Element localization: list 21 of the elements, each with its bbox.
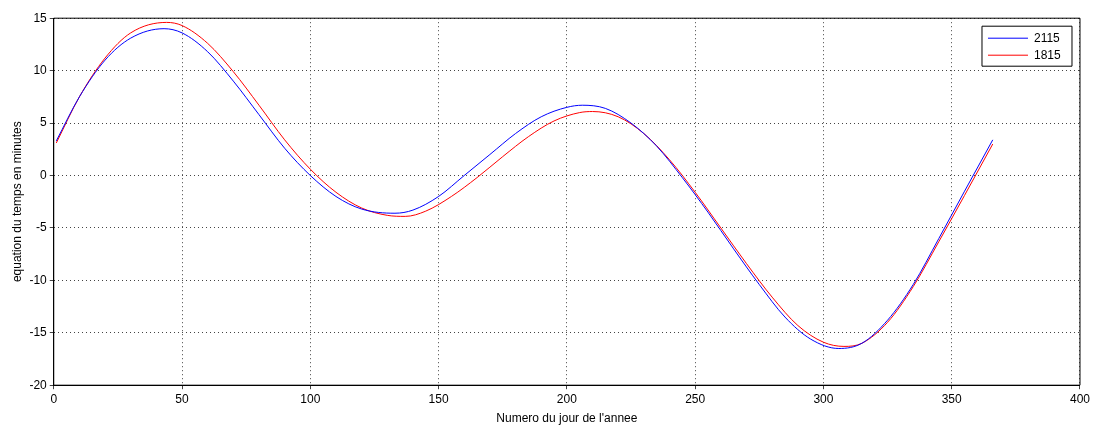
y-tick-label: 15 (33, 10, 48, 25)
y-tick-label: -5 (36, 220, 48, 235)
x-tick-label: 0 (50, 391, 58, 406)
x-tick-label: 250 (685, 391, 706, 406)
legend-label: 1815 (1033, 47, 1062, 62)
x-tick-label: 150 (428, 391, 449, 406)
y-tick-label: 5 (40, 115, 48, 130)
x-tick-label: 100 (300, 391, 321, 406)
x-tick-label: 400 (1069, 391, 1091, 406)
x-tick-label: 200 (556, 391, 578, 406)
y-axis-title: equation du temps en minutes (9, 121, 24, 283)
legend-label: 2115 (1033, 30, 1061, 45)
x-axis-title: Numero du jour de l'annee (496, 411, 638, 426)
y-tick-label: -15 (29, 325, 48, 340)
y-tick-label: -10 (29, 272, 48, 287)
x-tick-label: 300 (813, 391, 834, 406)
x-tick-label: 350 (941, 391, 963, 406)
y-tick-label: 10 (33, 62, 48, 77)
y-tick-label: 0 (40, 167, 48, 182)
x-tick-label: 50 (175, 391, 190, 406)
y-tick-label: -20 (29, 377, 48, 392)
